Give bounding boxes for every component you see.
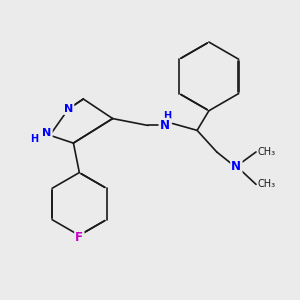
Text: N: N (64, 104, 73, 114)
Text: N: N (42, 128, 52, 138)
Text: H: H (164, 111, 172, 121)
Text: F: F (75, 231, 83, 244)
Text: N: N (231, 160, 242, 173)
Text: N: N (160, 119, 170, 132)
Text: CH₃: CH₃ (258, 179, 276, 189)
Text: CH₃: CH₃ (258, 147, 276, 157)
Text: H: H (30, 134, 38, 144)
